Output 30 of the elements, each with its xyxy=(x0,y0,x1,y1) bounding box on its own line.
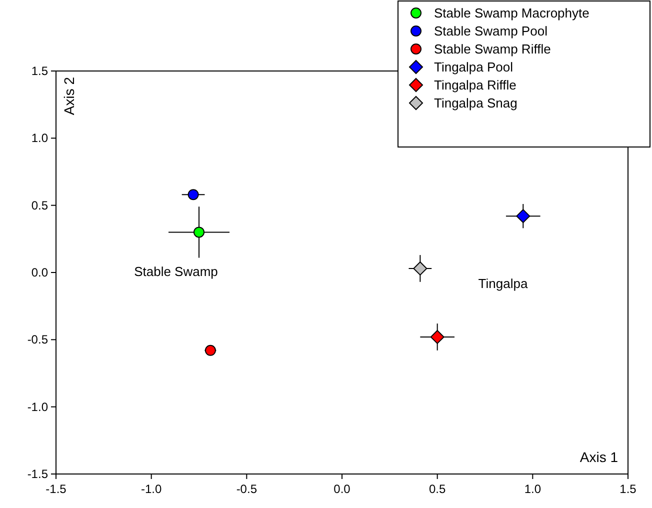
y-tick-label: 0.5 xyxy=(31,198,48,212)
point xyxy=(516,209,530,224)
x-tick-label: 1.0 xyxy=(524,482,542,496)
x-tick-label: 0.5 xyxy=(428,482,446,496)
x-tick-label: -0.5 xyxy=(236,482,258,496)
legend-label: Stable Swamp Riffle xyxy=(434,42,551,56)
x-tick-label: 0.0 xyxy=(334,482,351,496)
point xyxy=(430,330,444,344)
point xyxy=(204,344,216,356)
point xyxy=(188,189,199,200)
y-tick-label: 0.0 xyxy=(31,266,48,280)
legend-label: Stable Swamp Pool xyxy=(434,24,548,38)
y-tick-label: 1.5 xyxy=(31,64,48,78)
legend-label: Stable Swamp Macrophyte xyxy=(434,6,590,20)
legend-label: Tingalpa Riffle xyxy=(434,78,516,92)
legend-label: Tingalpa Snag xyxy=(434,96,518,110)
y-tick-label: -0.5 xyxy=(27,332,48,347)
legend-label: Tingalpa Pool xyxy=(434,60,514,74)
x-tick-label: -1.0 xyxy=(140,482,162,496)
point xyxy=(194,226,204,238)
y-tick-label: -1.5 xyxy=(27,467,48,481)
annotation: Stable Swamp xyxy=(134,264,218,279)
x-axis-title: Axis 1 xyxy=(580,449,618,465)
y-axis-title: Axis 2 xyxy=(61,76,77,116)
y-tick-label: 1.0 xyxy=(31,131,48,146)
x-tick-label: -1.5 xyxy=(46,482,67,496)
annotation: Tingalpa xyxy=(478,276,528,291)
x-tick-label: 1.5 xyxy=(620,482,637,496)
point xyxy=(413,261,428,276)
y-tick-label: -1.0 xyxy=(27,400,48,414)
